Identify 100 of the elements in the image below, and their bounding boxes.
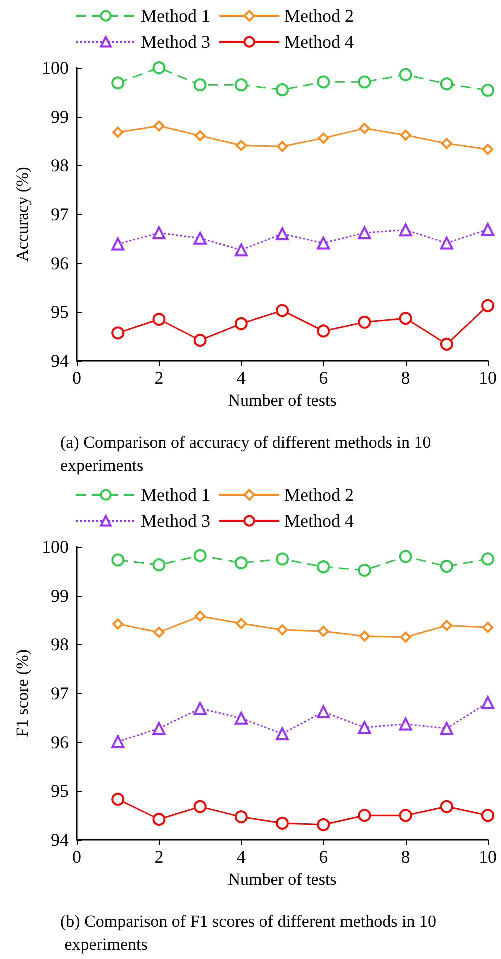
point <box>399 718 412 731</box>
x-tick-label: 4 <box>236 368 246 388</box>
x-axis-title: Number of tests <box>228 870 337 889</box>
x-tick-label: 6 <box>319 368 328 388</box>
point <box>482 144 494 156</box>
point <box>358 564 372 577</box>
y-tick-label: 100 <box>42 58 69 78</box>
point <box>482 84 494 97</box>
point <box>112 126 124 138</box>
point <box>276 83 289 96</box>
point <box>152 722 166 736</box>
point <box>358 316 372 329</box>
point <box>194 800 207 814</box>
point <box>359 123 370 134</box>
y-tick-label: 95 <box>51 781 69 802</box>
point <box>194 130 206 142</box>
point <box>112 554 125 567</box>
legend-label: Method 1 <box>141 485 210 505</box>
point <box>399 224 412 237</box>
point <box>112 735 125 748</box>
point <box>152 312 166 326</box>
point <box>400 130 412 141</box>
x-tick-label: 0 <box>72 368 82 388</box>
point <box>194 232 207 245</box>
point <box>152 226 166 240</box>
point <box>194 78 207 92</box>
x-tick-label: 0 <box>72 847 82 867</box>
point <box>317 324 330 338</box>
point <box>112 238 125 251</box>
point <box>194 334 207 347</box>
point <box>482 299 494 312</box>
point <box>234 244 248 257</box>
point <box>154 120 165 132</box>
point <box>318 132 330 144</box>
point <box>317 76 330 89</box>
point <box>440 560 454 574</box>
point <box>152 812 166 826</box>
y-axis-title: Accuracy (%) <box>13 167 32 262</box>
x-tick-label: 8 <box>401 847 410 867</box>
y-tick-label: 94 <box>51 351 69 371</box>
point <box>482 223 494 236</box>
point <box>317 236 330 250</box>
point <box>112 792 125 806</box>
point <box>358 721 372 734</box>
point <box>234 810 248 824</box>
point <box>358 226 372 240</box>
point <box>276 816 289 830</box>
x-tick-label: 2 <box>154 847 164 867</box>
point <box>440 722 454 736</box>
point <box>112 326 125 340</box>
point <box>194 549 207 562</box>
point <box>276 304 289 318</box>
point <box>358 76 372 89</box>
point <box>399 312 412 326</box>
point <box>236 618 247 630</box>
point <box>234 712 248 725</box>
point <box>234 556 248 570</box>
legend-label: Method 4 <box>284 511 354 531</box>
y-tick-label: 98 <box>51 634 69 655</box>
point <box>276 228 289 241</box>
point <box>194 610 206 622</box>
point <box>441 620 452 632</box>
point <box>399 550 412 564</box>
point <box>482 622 494 634</box>
legend-label: Method 2 <box>284 485 354 505</box>
legend-label: Method 1 <box>141 6 210 26</box>
x-tick-label: 10 <box>479 847 497 867</box>
point <box>358 809 372 822</box>
y-tick-label: 98 <box>51 156 69 176</box>
point <box>441 138 452 150</box>
x-tick-label: 4 <box>236 847 246 867</box>
y-tick-label: 100 <box>42 537 69 557</box>
point <box>440 236 454 250</box>
y-tick-label: 97 <box>51 684 69 704</box>
legend-label: Method 4 <box>284 32 354 52</box>
x-tick-label: 8 <box>401 368 410 388</box>
point <box>317 818 330 832</box>
point <box>234 317 248 330</box>
legend-label: Method 3 <box>141 511 210 531</box>
point <box>440 800 454 814</box>
point <box>482 552 494 566</box>
text: (b) Comparison of F1 scores of different methods in 10 experiments <box>60 912 436 954</box>
y-tick-label: 96 <box>51 253 69 274</box>
y-tick-label: 97 <box>51 204 69 224</box>
y-tick-label: 99 <box>51 106 69 127</box>
point <box>276 728 289 741</box>
point <box>318 626 330 637</box>
point <box>152 558 166 572</box>
x-tick-label: 10 <box>479 368 497 388</box>
point <box>400 632 412 643</box>
point <box>482 809 494 822</box>
point <box>399 68 412 82</box>
point <box>152 62 166 74</box>
point <box>359 630 370 642</box>
point <box>277 624 288 636</box>
legend-label: Method 3 <box>141 32 210 52</box>
point <box>276 552 289 566</box>
point <box>234 78 248 92</box>
x-tick-label: 2 <box>154 368 164 388</box>
legend-label: Method 2 <box>284 6 354 26</box>
